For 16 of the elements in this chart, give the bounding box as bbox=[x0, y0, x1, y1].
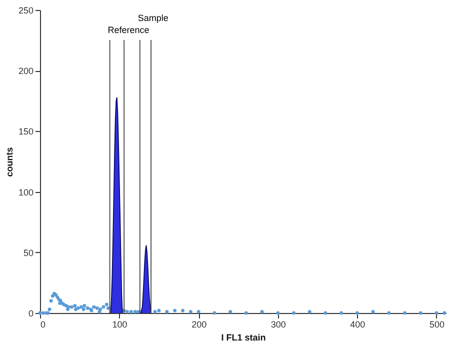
ref-line-label: Sample bbox=[138, 13, 168, 23]
y-tick-label: 0 bbox=[28, 308, 34, 318]
y-tick-label: 250 bbox=[18, 6, 34, 16]
x-tick-label: 100 bbox=[112, 320, 128, 330]
x-tick-label: 500 bbox=[429, 320, 444, 330]
x-axis-title: I FL1 stain bbox=[221, 332, 266, 342]
y-tick-label: 100 bbox=[18, 187, 34, 198]
x-tick-label: 200 bbox=[192, 320, 207, 330]
y-tick-label: 50 bbox=[23, 248, 34, 258]
ref-line-label: Reference bbox=[108, 25, 150, 35]
y-tick-label: 200 bbox=[18, 66, 34, 76]
y-axis-title: counts bbox=[4, 147, 14, 177]
x-tick-label: 400 bbox=[350, 320, 366, 330]
y-tick-label: 150 bbox=[18, 126, 34, 137]
x-tick-label: 300 bbox=[270, 320, 286, 330]
x-tick-label: 0 bbox=[40, 320, 46, 330]
